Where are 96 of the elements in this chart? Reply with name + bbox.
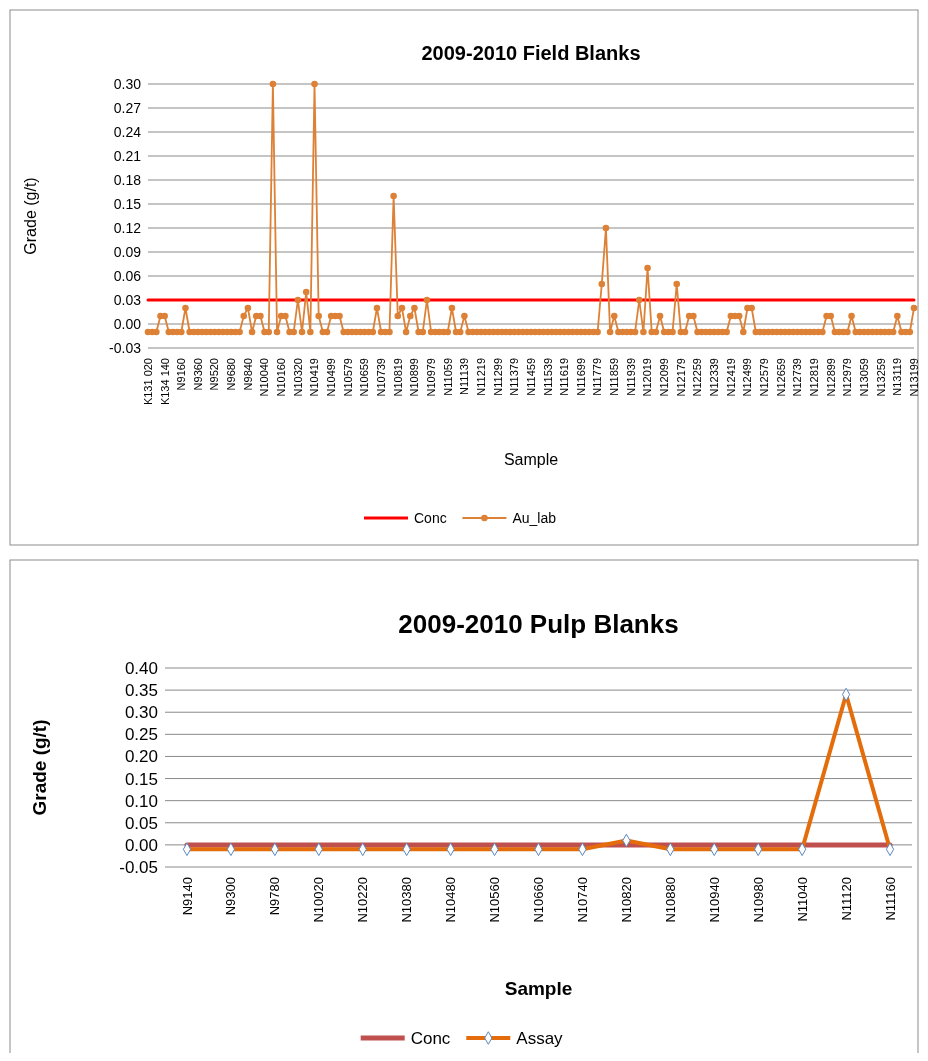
x-tick-label: N12419 [724,358,737,397]
x-tick-label: N10480 [443,877,459,923]
legend-label: Conc [410,1028,451,1048]
x-tick-label: N10979 [424,358,437,397]
x-tick-label: N10320 [291,358,304,397]
x-tick-label: N12179 [674,358,687,397]
legend-label: Au_lab [512,509,557,526]
x-tick-label: K134 140 [158,358,171,406]
legend-label: Assay [516,1028,564,1048]
x-tick-label: N10579 [341,358,354,397]
x-tick-label: N11139 [458,358,471,395]
x-tick-label: N10020 [311,877,327,923]
y-tick-label: 0.09 [113,243,142,260]
x-tick-label: N11160 [882,877,898,921]
x-tick-label: N11859 [608,358,621,396]
x-tick-label: N11619 [558,358,571,396]
y-tick-label: 0.21 [113,147,142,164]
x-tick-label: N10819 [391,358,404,397]
y-axis-title: Grade (g/t) [29,719,50,816]
y-tick-label: 0.15 [113,195,142,212]
y-tick-label: 0.10 [124,791,158,811]
y-tick-label: 0.00 [124,835,158,855]
x-tick-label: N10419 [308,358,321,397]
x-tick-label: N11539 [541,358,554,396]
x-axis-title: Sample [503,451,559,468]
x-tick-label: N10940 [706,877,722,923]
x-tick-label: N12659 [774,358,787,397]
x-tick-label: N10499 [325,358,338,397]
x-tick-label: N9780 [267,877,283,916]
x-tick-label: N10980 [750,877,766,923]
x-tick-label: N12899 [824,358,837,397]
x-tick-label: N12259 [691,358,704,397]
x-axis-title: Sample [504,978,573,999]
chart-title: 2009-2010 Field Blanks [421,42,641,64]
x-tick-label: N11120 [838,877,854,921]
y-tick-label: 0.25 [124,725,158,745]
x-tick-label: N13259 [874,358,887,397]
y-tick-label: 0.30 [113,75,142,92]
x-tick-label: N11040 [794,877,810,922]
y-tick-label: 0.24 [113,123,142,140]
y-tick-label: 0.05 [124,813,158,833]
x-tick-label: N13119 [891,358,904,396]
x-tick-label: N11059 [441,358,454,396]
x-tick-label: N11219 [474,358,487,396]
x-tick-label: N10899 [408,358,421,397]
y-tick-label: 0.20 [124,747,158,767]
x-tick-label: N10380 [399,877,415,923]
chart-title: 2009-2010 Pulp Blanks [398,609,679,639]
x-tick-label: N9840 [241,358,254,391]
y-tick-label: 0.12 [113,219,142,236]
x-tick-label: N9140 [179,877,195,916]
y-tick-label: 0.40 [124,658,158,678]
y-tick-label: 0.00 [113,315,142,332]
y-tick-label: 0.03 [113,291,142,308]
x-tick-label: N11299 [491,358,504,396]
x-tick-label: N9360 [191,358,204,391]
x-tick-label: N10220 [355,877,371,923]
x-tick-label: N11459 [524,358,537,396]
x-tick-label: N12739 [791,358,804,397]
x-tick-label: N13199 [907,358,920,397]
x-tick-label: N9160 [175,358,188,391]
y-tick-label: 0.15 [124,769,158,789]
y-tick-label: -0.05 [119,857,158,877]
legend-label: Conc [414,509,447,526]
x-tick-label: N9520 [208,358,221,391]
y-tick-label: 0.06 [113,267,142,284]
x-tick-label: N12499 [741,358,754,397]
x-tick-label: N11379 [508,358,521,396]
x-tick-label: N13059 [857,358,870,397]
x-tick-label: N10820 [618,877,634,923]
x-tick-label: N10160 [275,358,288,397]
x-tick-label: N10659 [358,358,371,397]
x-tick-label: N9680 [225,358,238,391]
x-tick-label: N12579 [757,358,770,397]
x-tick-label: N11779 [591,358,604,396]
x-tick-label: N10040 [258,358,271,397]
x-tick-label: N12339 [708,358,721,397]
y-tick-label: 0.30 [124,703,158,723]
y-tick-label: -0.03 [109,339,142,356]
x-tick-label: N11699 [574,358,587,396]
x-tick-label: N11939 [624,358,637,396]
x-tick-label: N10880 [662,877,678,923]
x-tick-label: N12099 [658,358,671,397]
y-axis-title: Grade (g/t) [22,177,39,255]
x-tick-label: K131 020 [141,358,154,406]
x-tick-label: N10739 [374,358,387,397]
x-tick-label: N10660 [531,877,547,923]
x-tick-label: N9300 [223,877,239,916]
x-tick-label: N10740 [574,877,590,923]
x-tick-label: N12979 [841,358,854,397]
y-tick-label: 0.18 [113,171,142,188]
x-tick-label: N10560 [487,877,503,923]
x-tick-label: N12819 [807,358,820,397]
y-tick-label: 0.27 [113,99,142,116]
y-tick-label: 0.35 [124,681,158,701]
x-tick-label: N12019 [641,358,654,397]
